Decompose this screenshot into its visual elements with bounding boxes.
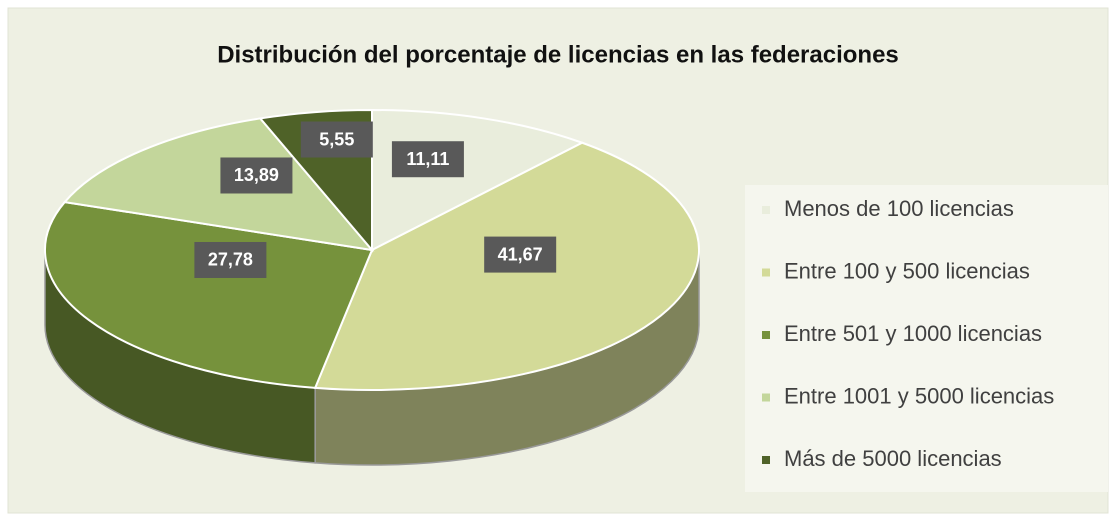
data-label: 13,89 <box>234 165 279 185</box>
labels: 11,11 41,67 27,78 13,89 5,55 <box>194 121 557 278</box>
data-label: 11,11 <box>406 149 449 169</box>
data-label: 27,78 <box>208 250 253 270</box>
data-label-box <box>300 121 373 158</box>
legend-marker <box>762 331 770 339</box>
data-label: 41,67 <box>498 244 543 264</box>
wedge <box>62 117 375 252</box>
data-label-box <box>484 236 557 273</box>
data-label: 5,55 <box>319 129 354 149</box>
legend-label: Más de 5000 licencias <box>784 446 1002 471</box>
legend-marker <box>762 456 770 464</box>
data-label-box <box>194 241 267 278</box>
legend-box <box>745 185 1108 492</box>
legend-label: Menos de 100 licencias <box>784 196 1014 221</box>
wedge <box>44 201 374 389</box>
legend: Menos de 100 licencias Entre 100 y 500 li… <box>762 196 1054 471</box>
legend-label: Entre 100 y 500 licencias <box>784 258 1030 283</box>
legend-marker <box>762 393 770 402</box>
legend-label: Entre 1001 y 5000 licencias <box>784 383 1054 408</box>
legend-marker <box>762 206 770 214</box>
chart-title: Distribución del porcentaje de licencias… <box>217 41 899 68</box>
legend-marker <box>762 268 770 277</box>
legend-label: Entre 501 y 1000 licencias <box>784 321 1042 346</box>
data-label-box <box>391 141 464 178</box>
data-label-box <box>220 157 293 194</box>
